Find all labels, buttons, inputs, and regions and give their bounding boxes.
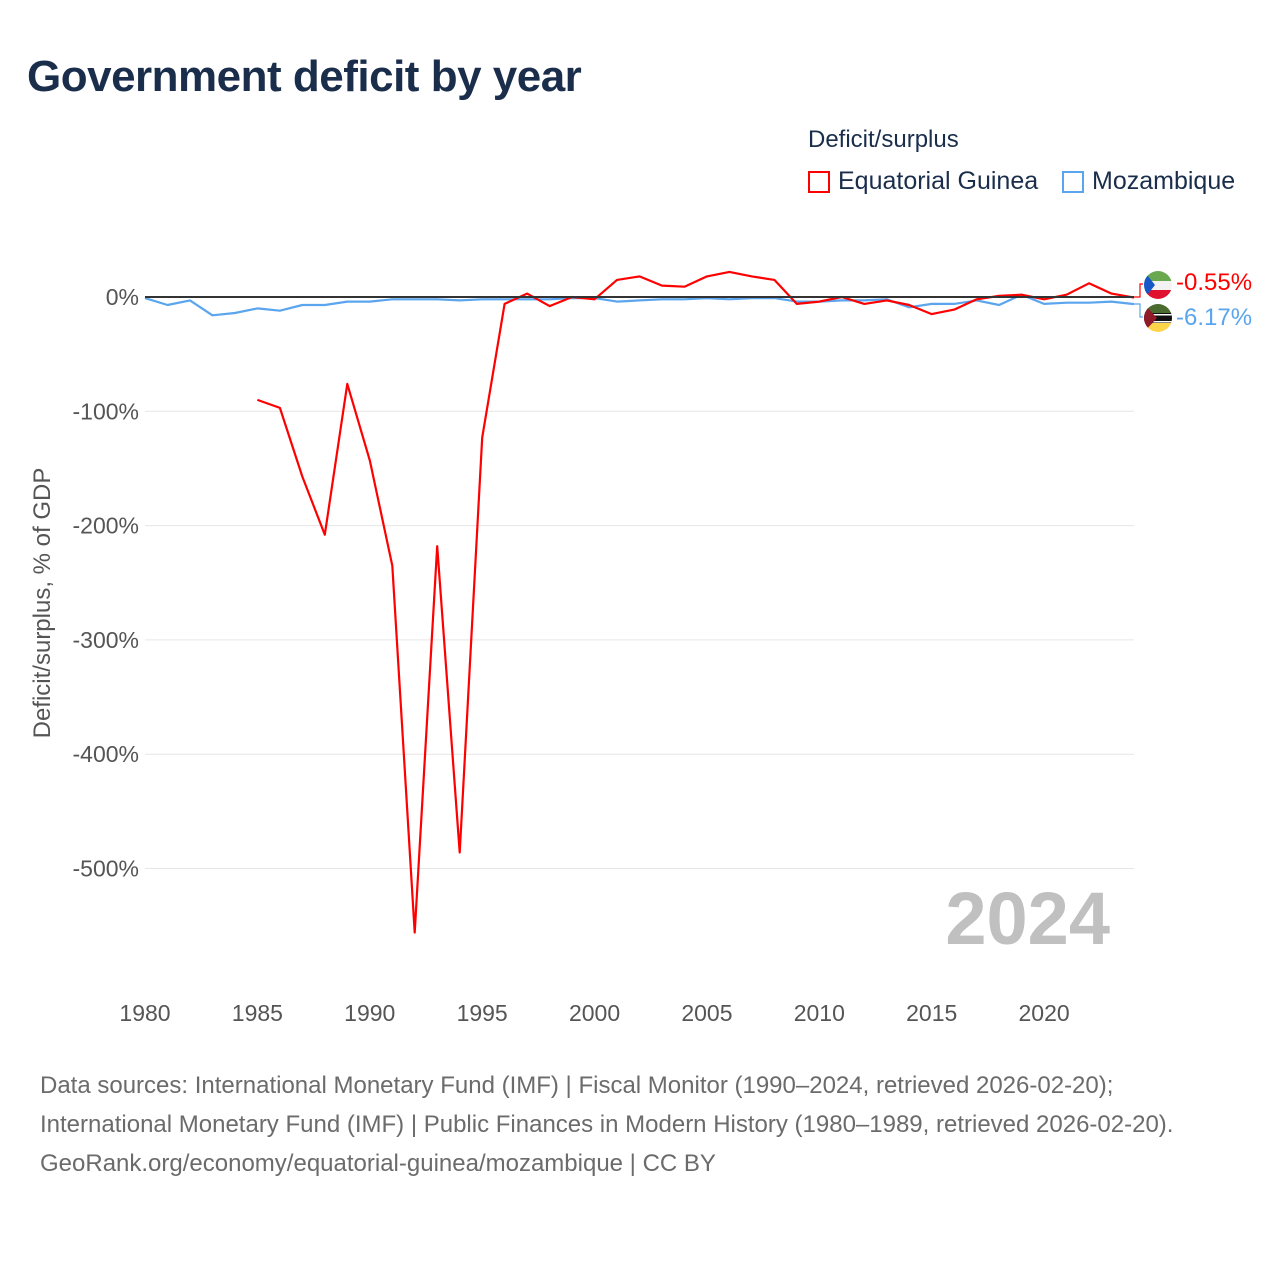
legend-label: Equatorial Guinea xyxy=(838,167,1039,195)
x-tick-label: 2005 xyxy=(681,1000,732,1026)
source-url[interactable]: GeoRank.org/economy/equatorial-guinea/mo… xyxy=(40,1150,716,1177)
x-tick-label: 2020 xyxy=(1019,1000,1070,1026)
x-tick-label: 2010 xyxy=(794,1000,845,1026)
legend-item-equatorial-guinea[interactable]: Equatorial Guinea xyxy=(808,167,1038,196)
legend-swatch xyxy=(808,170,830,193)
chart-title: Government deficit by year xyxy=(27,52,582,101)
y-tick-label: -100% xyxy=(73,398,139,424)
y-tick-label: -200% xyxy=(73,513,139,539)
x-tick-label: 1995 xyxy=(457,1000,508,1026)
plot-area: 0% -100% -200% -300% -400% -500% 1980 1985 1990 1… xyxy=(29,269,1252,1026)
end-label-equatorial-guinea: -0.55% xyxy=(1176,269,1252,296)
x-tick-label: 2015 xyxy=(906,1000,957,1026)
source-text: Data sources: International Monetary Fun… xyxy=(40,1072,1174,1138)
flag-equatorial-guinea-icon xyxy=(1144,271,1172,299)
x-tick-label: 1985 xyxy=(232,1000,283,1026)
y-tick-label: -300% xyxy=(73,627,139,653)
legend-title: Deficit/surplus xyxy=(808,126,959,153)
legend-item-mozambique[interactable]: Mozambique xyxy=(1062,167,1235,196)
end-label-mozambique: -6.17% xyxy=(1176,304,1252,331)
x-tick-label: 1980 xyxy=(119,1000,170,1026)
y-tick-label: -400% xyxy=(73,741,139,767)
year-watermark: 2024 xyxy=(945,877,1110,960)
series-line-equatorial-guinea[interactable] xyxy=(257,270,1135,934)
y-axis-label: Deficit/surplus, % of GDP xyxy=(29,468,56,739)
x-tick-label: 1990 xyxy=(344,1000,395,1026)
y-tick-label: -500% xyxy=(73,856,139,882)
source-note: Data sources: International Monetary Fun… xyxy=(40,1066,1240,1183)
y-tick-label: 0% xyxy=(106,284,139,310)
flag-mozambique-icon xyxy=(1144,304,1172,332)
x-tick-label: 2000 xyxy=(569,1000,620,1026)
legend-swatch xyxy=(1062,170,1084,193)
legend-label: Mozambique xyxy=(1092,167,1236,195)
